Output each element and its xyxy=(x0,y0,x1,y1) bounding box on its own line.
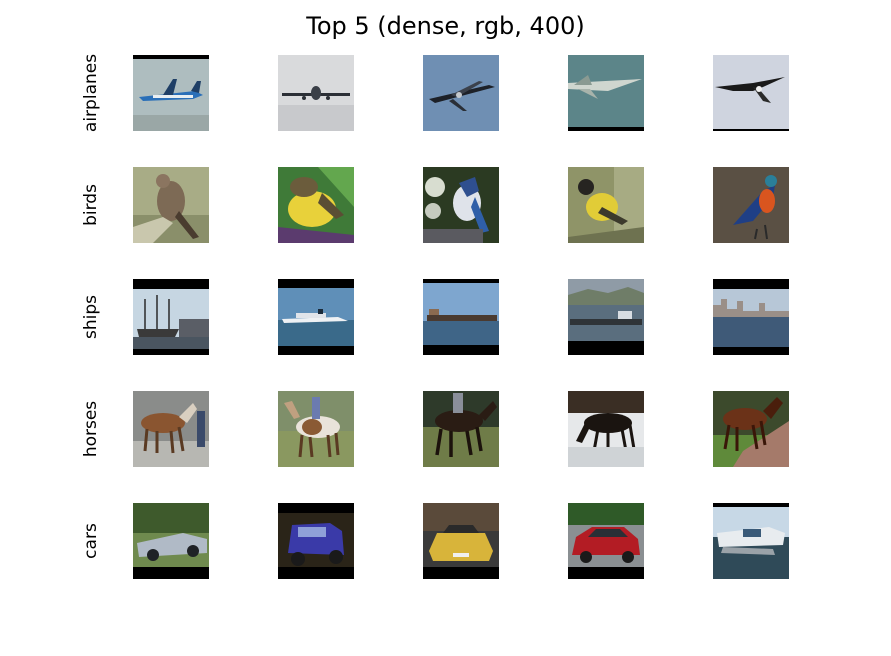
car-4-image xyxy=(568,503,644,579)
ship-5-image xyxy=(713,279,789,355)
airplane-1-image xyxy=(133,55,209,131)
bird-1-image xyxy=(133,167,209,243)
bird-4-image xyxy=(568,167,644,243)
horse-3-image xyxy=(423,391,499,467)
horse-1-image xyxy=(133,391,209,467)
horse-2-image xyxy=(278,391,354,467)
ship-3-image xyxy=(423,279,499,355)
figure-title: Top 5 (dense, rgb, 400) xyxy=(306,12,585,40)
airplane-4-image xyxy=(568,55,644,131)
ship-1-image xyxy=(133,279,209,355)
ship-2-image xyxy=(278,279,354,355)
bird-2-image xyxy=(278,167,354,243)
car-3-image xyxy=(423,503,499,579)
airplane-2-image xyxy=(278,55,354,131)
horse-5-image xyxy=(713,391,789,467)
car-2-image xyxy=(278,503,354,579)
horse-4-image xyxy=(568,391,644,467)
bird-3-image xyxy=(423,167,499,243)
airplane-3-image xyxy=(423,55,499,131)
car-5-image xyxy=(713,503,789,579)
car-1-image xyxy=(133,503,209,579)
airplane-5-image xyxy=(713,55,789,131)
bird-5-image xyxy=(713,167,789,243)
ship-4-image xyxy=(568,279,644,355)
